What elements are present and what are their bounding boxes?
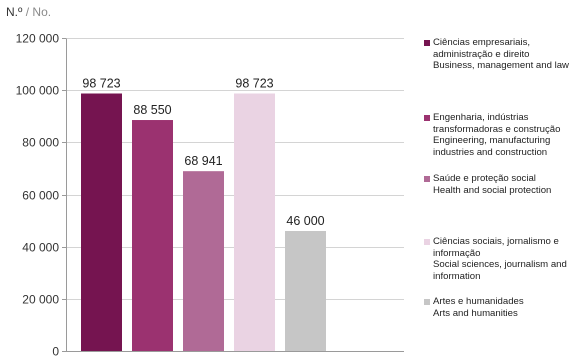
legend-swatch: [424, 115, 430, 121]
legend-label-en: Business, management and law: [433, 60, 569, 71]
legend-label-en: Arts and humanities: [433, 307, 518, 319]
legend-label: Engenharia, indústrias transformadoras e…: [433, 112, 575, 158]
data-label: 46 000: [286, 214, 324, 228]
bar: [183, 171, 224, 351]
data-label: 98 723: [82, 76, 120, 90]
y-axis-unit-label: N.º / No.: [6, 5, 51, 19]
bar: [81, 93, 122, 352]
unit-label-en: No.: [32, 5, 52, 19]
y-tick-label: 60 000: [22, 189, 59, 203]
y-tick-label: 0: [52, 345, 59, 356]
legend-label-pt: Saúde e proteção social: [433, 173, 536, 184]
legend-label: Saúde e proteção social Health and socia…: [433, 173, 575, 196]
bar: [285, 231, 326, 351]
bar: [234, 93, 275, 352]
data-label: 98 723: [235, 76, 273, 90]
y-tick-label: 20 000: [22, 293, 59, 307]
legend-swatch: [424, 239, 430, 245]
legend-swatch: [424, 40, 430, 46]
unit-label-separator: /: [22, 5, 33, 19]
legend-label-en: Health and social protection: [433, 184, 552, 196]
legend-label: Ciências sociais, jornalismo e informaçã…: [433, 236, 575, 282]
legend-label-pt: Engenharia, indústrias transformadoras e…: [433, 112, 561, 135]
unit-label-pt: N.º: [6, 5, 23, 19]
legend-label-en: Engineering, manufacturing industries an…: [433, 135, 551, 158]
data-label: 68 941: [184, 154, 222, 168]
bars: [81, 93, 326, 352]
legend-label: Ciências empresariais, administração e d…: [433, 37, 575, 72]
legend-swatch: [424, 299, 430, 305]
data-labels: 98 723 88 550 68 941 98 723 46 000: [82, 76, 324, 228]
legend-label-en: Social sciences, journalism and informat…: [433, 259, 567, 282]
y-tick-label: 100 000: [16, 84, 60, 98]
legend-swatch: [424, 176, 430, 182]
y-tick-label: 40 000: [22, 241, 59, 255]
bar: [132, 120, 173, 352]
y-tick-label: 120 000: [16, 32, 60, 46]
legend-label: Artes e humanidades Arts and humanities: [433, 296, 575, 319]
data-label: 88 550: [133, 103, 171, 117]
legend-label-pt: Ciências sociais, jornalismo e informaçã…: [433, 236, 559, 259]
y-axis-ticks: 0 20 000 40 000 60 000 80 000 100 000 120 000: [16, 32, 66, 356]
y-tick-label: 80 000: [22, 136, 59, 150]
legend-label-pt: Artes e humanidades: [433, 296, 524, 307]
legend-label-pt: Ciências empresariais, administração e d…: [433, 37, 531, 60]
